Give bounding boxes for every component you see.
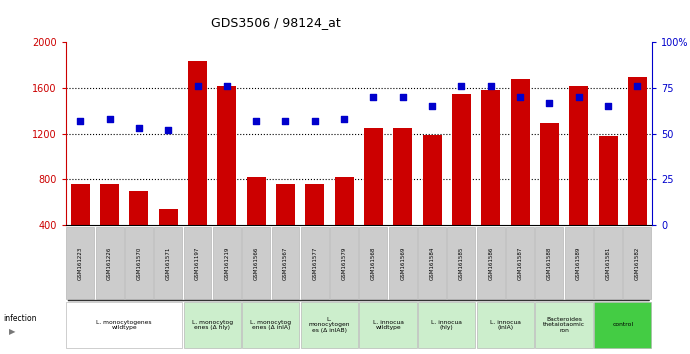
Point bbox=[485, 84, 496, 89]
Point bbox=[280, 118, 291, 124]
Point bbox=[573, 94, 584, 100]
Text: infection: infection bbox=[3, 314, 37, 322]
Text: GSM161566: GSM161566 bbox=[254, 246, 259, 280]
Bar bbox=[129, 190, 148, 270]
Text: ▶: ▶ bbox=[9, 327, 15, 336]
Text: GSM161568: GSM161568 bbox=[371, 246, 376, 280]
Point bbox=[515, 94, 526, 100]
Text: GSM161570: GSM161570 bbox=[137, 246, 141, 280]
Point bbox=[309, 118, 320, 124]
Text: GSM161577: GSM161577 bbox=[313, 246, 317, 280]
Bar bbox=[276, 184, 295, 270]
Text: GSM161581: GSM161581 bbox=[606, 246, 611, 280]
Text: GDS3506 / 98124_at: GDS3506 / 98124_at bbox=[211, 16, 341, 29]
Bar bbox=[100, 184, 119, 270]
Bar bbox=[540, 124, 559, 270]
Text: GSM161569: GSM161569 bbox=[400, 246, 405, 280]
Text: GSM161588: GSM161588 bbox=[547, 246, 552, 280]
Point bbox=[602, 103, 613, 109]
Text: GSM161585: GSM161585 bbox=[459, 246, 464, 280]
Bar bbox=[628, 77, 647, 270]
Point bbox=[397, 94, 408, 100]
Point bbox=[426, 103, 437, 109]
Text: GSM161589: GSM161589 bbox=[576, 246, 581, 280]
Bar bbox=[393, 128, 413, 270]
Bar bbox=[598, 136, 618, 270]
Text: GSM161571: GSM161571 bbox=[166, 246, 170, 280]
Text: L. innocua
(inlA): L. innocua (inlA) bbox=[490, 320, 521, 330]
Bar bbox=[511, 79, 530, 270]
Text: GSM161567: GSM161567 bbox=[283, 246, 288, 280]
Text: L. innocua
wildtype: L. innocua wildtype bbox=[373, 320, 404, 330]
Point bbox=[250, 118, 262, 124]
Bar bbox=[452, 94, 471, 270]
Text: GSM161226: GSM161226 bbox=[107, 246, 112, 280]
Text: GSM161223: GSM161223 bbox=[78, 246, 83, 280]
Text: GSM161582: GSM161582 bbox=[635, 246, 640, 280]
Bar bbox=[569, 86, 589, 270]
Point bbox=[75, 118, 86, 124]
Text: GSM161584: GSM161584 bbox=[430, 246, 435, 280]
Bar bbox=[481, 90, 500, 270]
Point bbox=[456, 84, 467, 89]
Point bbox=[632, 84, 643, 89]
Text: GSM161586: GSM161586 bbox=[489, 246, 493, 280]
Bar bbox=[246, 177, 266, 270]
Point bbox=[221, 84, 233, 89]
Point bbox=[133, 125, 144, 131]
Text: L. monocytog
enes (Δ inlA): L. monocytog enes (Δ inlA) bbox=[250, 320, 291, 330]
Text: GSM161197: GSM161197 bbox=[195, 246, 200, 280]
Bar bbox=[335, 177, 354, 270]
Bar bbox=[159, 209, 178, 270]
Bar bbox=[70, 184, 90, 270]
Text: GSM161579: GSM161579 bbox=[342, 246, 346, 280]
Text: L. monocytogenes
wildtype: L. monocytogenes wildtype bbox=[97, 320, 152, 330]
Point bbox=[339, 116, 350, 122]
Text: GSM161219: GSM161219 bbox=[224, 246, 229, 280]
Point bbox=[163, 127, 174, 133]
Text: control: control bbox=[612, 322, 633, 327]
Bar bbox=[305, 184, 324, 270]
Bar bbox=[217, 86, 237, 270]
Bar bbox=[364, 128, 383, 270]
Point bbox=[368, 94, 379, 100]
Point bbox=[104, 116, 115, 122]
Text: L.
monocytogen
es (Δ inlAB): L. monocytogen es (Δ inlAB) bbox=[308, 317, 351, 333]
Text: L. monocytog
enes (Δ hly): L. monocytog enes (Δ hly) bbox=[192, 320, 233, 330]
Text: L. innocua
(hly): L. innocua (hly) bbox=[431, 320, 462, 330]
Bar bbox=[188, 61, 207, 270]
Text: Bacteroides
thetaiotaomic
ron: Bacteroides thetaiotaomic ron bbox=[543, 317, 585, 333]
Text: GSM161587: GSM161587 bbox=[518, 246, 522, 280]
Point bbox=[192, 84, 203, 89]
Bar bbox=[422, 135, 442, 270]
Point bbox=[544, 100, 555, 105]
